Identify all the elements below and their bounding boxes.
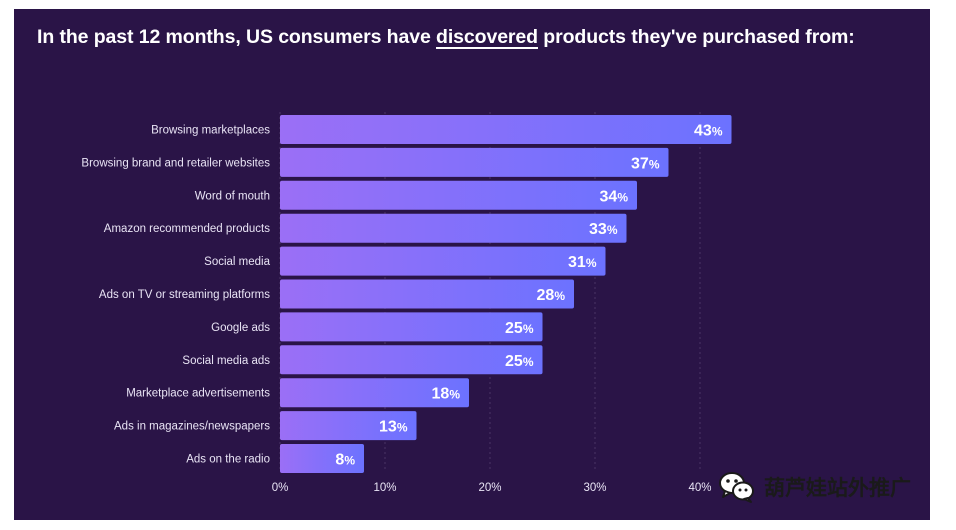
title-emphasis: discovered bbox=[436, 26, 538, 48]
value-label: 34% bbox=[600, 188, 629, 205]
category-label: Amazon recommended products bbox=[104, 223, 270, 235]
category-label: Google ads bbox=[211, 322, 270, 334]
bar bbox=[280, 147, 669, 177]
category-label: Browsing brand and retailer websites bbox=[81, 157, 270, 169]
value-label: 25% bbox=[505, 320, 534, 337]
value-label: 37% bbox=[631, 155, 660, 172]
title-suffix: products they've purchased from: bbox=[537, 26, 855, 48]
category-label: Social media bbox=[204, 256, 270, 268]
value-labels: 43%37%34%33%31%28%25%25%18%13%8% bbox=[335, 123, 722, 469]
bars bbox=[280, 115, 732, 473]
title-prefix: In the past 12 months, US consumers have bbox=[37, 26, 437, 48]
value-label: 43% bbox=[694, 123, 723, 140]
value-label: 31% bbox=[568, 254, 597, 271]
x-tick-label: 30% bbox=[583, 482, 606, 494]
bar bbox=[280, 279, 574, 309]
bar bbox=[280, 180, 637, 210]
bar bbox=[280, 345, 543, 375]
watermark-text: 葫芦娃站外推广 bbox=[764, 476, 911, 500]
x-tick-label: 40% bbox=[688, 482, 711, 494]
bar bbox=[280, 246, 606, 276]
chart-title: In the past 12 months, US consumers have… bbox=[37, 26, 855, 49]
category-label: Browsing marketplaces bbox=[151, 125, 270, 137]
bar bbox=[280, 115, 732, 144]
category-label: Word of mouth bbox=[195, 190, 270, 202]
x-axis-ticks: 0% 10% 20% 30% 40% bbox=[272, 482, 712, 494]
category-label: Social media ads bbox=[182, 355, 270, 367]
bar bbox=[280, 378, 469, 408]
x-tick-label: 20% bbox=[478, 482, 501, 494]
category-label: Ads on the radio bbox=[186, 454, 270, 466]
wechat-icon bbox=[719, 472, 754, 503]
watermark: 葫芦娃站外推广 bbox=[718, 466, 928, 508]
value-label: 13% bbox=[379, 419, 408, 436]
value-label: 28% bbox=[537, 287, 566, 304]
bar bbox=[280, 312, 543, 342]
value-label: 33% bbox=[589, 221, 618, 238]
value-label: 25% bbox=[505, 353, 534, 370]
bar bbox=[280, 213, 627, 243]
bar bbox=[280, 411, 417, 441]
value-label: 8% bbox=[335, 452, 355, 469]
category-labels: Browsing marketplaces Browsing brand and … bbox=[81, 125, 270, 466]
x-tick-label: 10% bbox=[373, 482, 396, 494]
bar bbox=[280, 444, 364, 473]
value-label: 18% bbox=[432, 386, 461, 403]
category-label: Ads in magazines/newspapers bbox=[114, 421, 270, 433]
category-label: Marketplace advertisements bbox=[126, 388, 270, 400]
x-tick-label: 0% bbox=[272, 482, 289, 494]
category-label: Ads on TV or streaming platforms bbox=[99, 289, 270, 301]
